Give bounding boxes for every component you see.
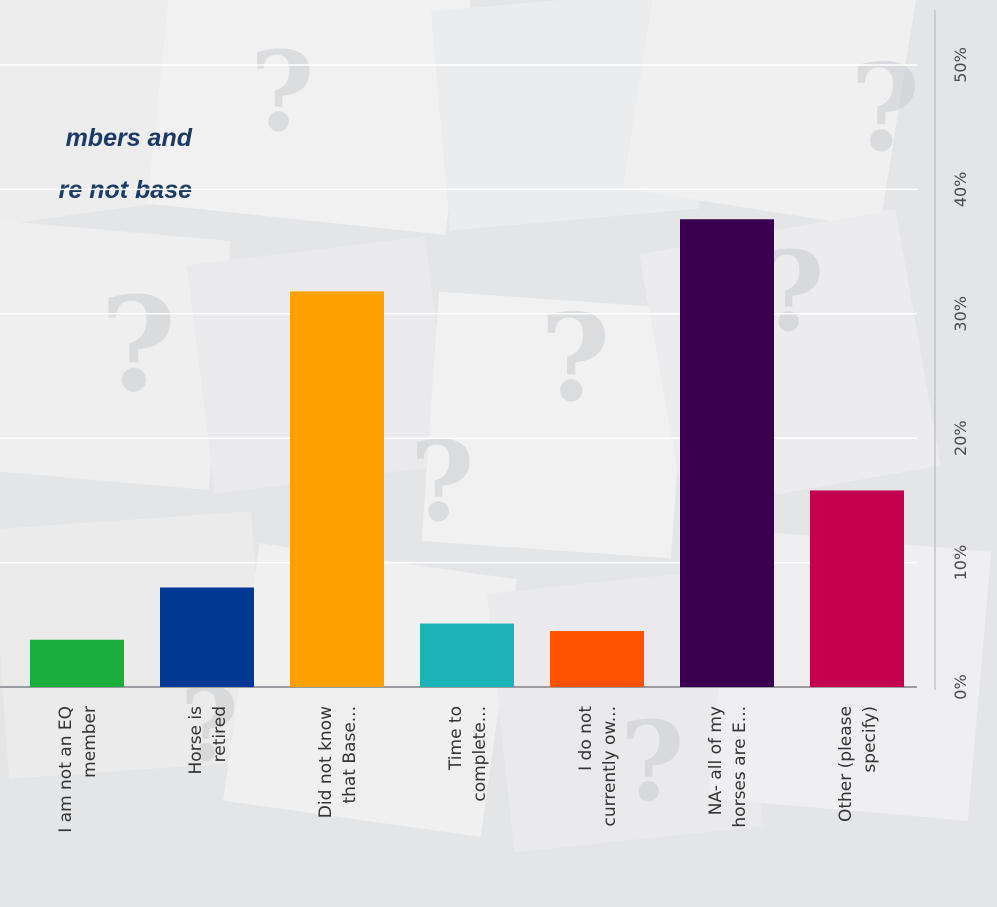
category-label-5: NA- all of my horses are E... <box>706 706 750 828</box>
category-label-4: I do not currently ow... <box>576 706 620 827</box>
bar-2 <box>290 291 384 687</box>
y-tick-label: 30% <box>951 296 970 332</box>
bar-3 <box>420 623 514 687</box>
bar-6 <box>810 490 904 687</box>
svg-text:?: ? <box>540 288 610 429</box>
svg-text:?: ? <box>100 268 176 421</box>
bar-5 <box>680 219 774 688</box>
svg-text:?: ? <box>850 38 920 179</box>
category-label-2: Did not know that Base... <box>316 706 360 818</box>
category-labels: I am not an EQ member Horse is retired Did n… <box>56 706 880 833</box>
bar-0 <box>30 639 124 687</box>
bars <box>30 219 904 688</box>
category-label-1: Horse is retired <box>186 706 230 775</box>
y-tick-label: 10% <box>951 545 970 581</box>
category-label-3: Time to complete... <box>446 706 490 802</box>
category-label-6: Other (please specify) <box>836 706 880 822</box>
gridlines <box>0 10 936 690</box>
y-tick-label: 0% <box>951 674 970 699</box>
svg-text:?: ? <box>250 27 314 156</box>
svg-text:?: ? <box>620 697 684 826</box>
bar-1 <box>160 587 254 687</box>
bar-4 <box>550 631 644 687</box>
y-tick-label: 50% <box>951 47 970 83</box>
y-tick-label: 20% <box>951 420 970 456</box>
category-label-0: I am not an EQ member <box>56 706 100 833</box>
y-tick-label: 40% <box>951 172 970 208</box>
y-axis-ticks: 0% 10% 20% 30% 40% 50% <box>951 47 970 699</box>
title-line-1: mbers and <box>65 124 192 152</box>
